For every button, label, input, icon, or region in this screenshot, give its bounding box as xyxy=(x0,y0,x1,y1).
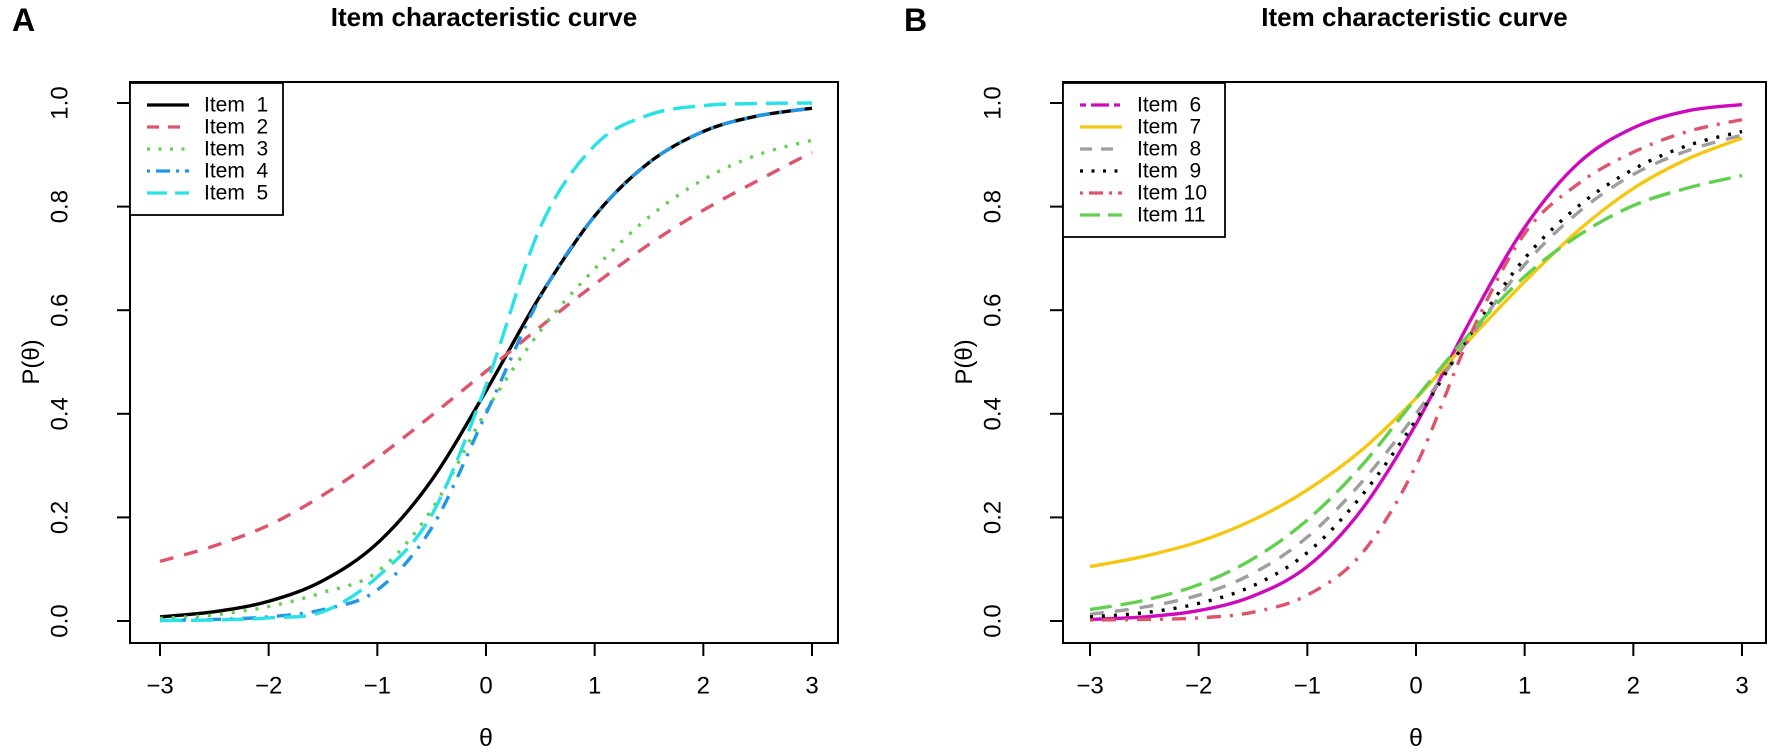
curve-item-11 xyxy=(1089,173,1743,612)
y-tick-label-b: 0.2 xyxy=(980,501,1007,534)
legend-label: Item 2 xyxy=(204,116,268,139)
plot-box-a xyxy=(129,81,839,644)
x-tick-label-b: 1 xyxy=(1518,673,1531,700)
legend-label: Item 3 xyxy=(204,138,268,161)
x-tick-label-a: 0 xyxy=(479,673,492,700)
legend-label: Item 7 xyxy=(1137,116,1201,139)
legend-box-b xyxy=(1062,82,1226,238)
legend-label: Item 10 xyxy=(1137,182,1207,205)
legend-label: Item 11 xyxy=(1137,204,1205,227)
curve-item-7 xyxy=(1089,136,1743,569)
legend-label: Item 1 xyxy=(204,94,268,117)
curve-item-6 xyxy=(1089,102,1743,622)
panel-a-y-axis-label: P(θ) xyxy=(18,339,45,385)
x-tick-label-b: −1 xyxy=(1294,673,1321,700)
curve-item-2 xyxy=(159,150,813,564)
plot-box-b xyxy=(1062,81,1767,644)
x-tick-label-b: 0 xyxy=(1409,673,1422,700)
x-tick-label-b: 3 xyxy=(1735,673,1748,700)
x-tick-label-a: −1 xyxy=(364,673,391,700)
y-tick-label-a: 0.4 xyxy=(47,397,74,430)
x-tick-label-b: 2 xyxy=(1627,673,1640,700)
panel-b-title: Item characteristic curve xyxy=(1261,2,1568,32)
legend-label: Item 9 xyxy=(1137,160,1201,183)
panel-b-y-axis-label: P(θ) xyxy=(951,339,978,385)
curve-item-5 xyxy=(159,101,813,623)
y-tick-label-a: 0.8 xyxy=(47,190,74,223)
y-tick-label-b: 0.4 xyxy=(980,397,1007,430)
panel-a-x-axis-label: θ xyxy=(479,724,493,752)
curve-item-3 xyxy=(159,138,813,621)
x-tick-label-a: 1 xyxy=(588,673,601,700)
y-tick-label-a: 0.6 xyxy=(47,294,74,327)
curve-item-9 xyxy=(1089,129,1743,619)
panel-a-title: Item characteristic curve xyxy=(330,2,638,32)
y-tick-label-b: 0.6 xyxy=(980,294,1007,327)
x-tick-label-b: −3 xyxy=(1076,673,1103,700)
x-tick-label-a: 3 xyxy=(805,673,818,700)
legend-label: Item 8 xyxy=(1137,138,1201,161)
x-tick-label-a: −2 xyxy=(255,673,282,700)
y-tick-label-a: 1.0 xyxy=(47,86,74,119)
x-tick-label-b: −2 xyxy=(1185,673,1212,700)
x-tick-label-a: −3 xyxy=(146,673,173,700)
legend-label: Item 6 xyxy=(1137,94,1201,117)
y-tick-label-b: 0.0 xyxy=(980,604,1007,637)
y-tick-label-b: 1.0 xyxy=(980,86,1007,119)
y-tick-label-a: 0.0 xyxy=(47,604,74,637)
x-tick-label-a: 2 xyxy=(697,673,710,700)
panel-b-letter: B xyxy=(904,2,928,38)
panel-a-letter: A xyxy=(12,2,36,38)
panel-b-x-axis-label: θ xyxy=(1409,724,1423,752)
legend-label: Item 4 xyxy=(204,160,269,183)
curve-item-10 xyxy=(1089,117,1743,622)
y-tick-label-a: 0.2 xyxy=(47,501,74,534)
curve-item-4 xyxy=(159,106,813,623)
y-tick-label-b: 0.8 xyxy=(980,190,1007,223)
legend-label: Item 5 xyxy=(204,182,268,205)
